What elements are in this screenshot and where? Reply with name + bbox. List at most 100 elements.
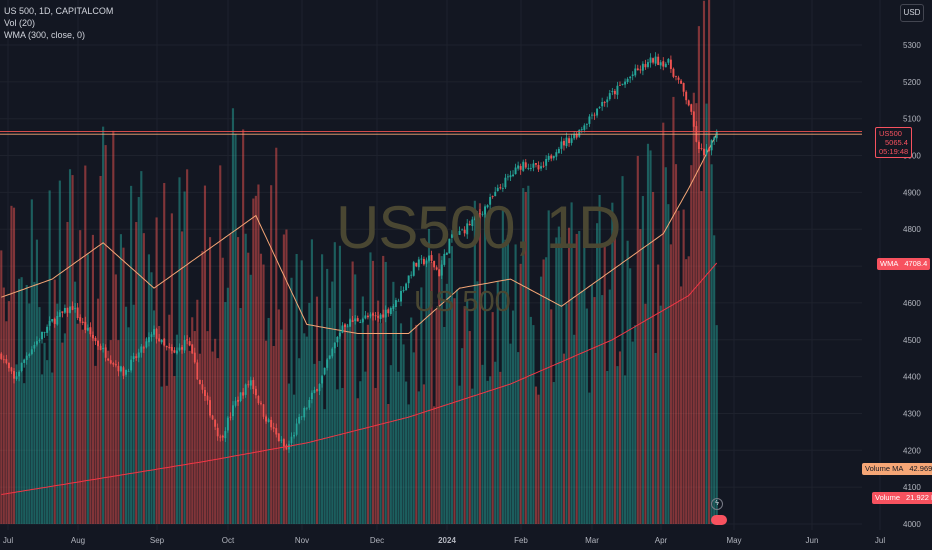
candle-body	[356, 318, 359, 322]
time-tick-label: Dec	[370, 536, 384, 545]
candle-body	[137, 352, 140, 358]
candle-body	[608, 93, 611, 100]
volume-bar	[504, 239, 507, 524]
volume-bar	[142, 233, 145, 525]
candle-body	[540, 166, 543, 169]
volume-bar	[262, 264, 265, 524]
earnings-event-icon[interactable]	[711, 515, 727, 525]
candle-body	[494, 191, 497, 197]
candle-body	[603, 102, 606, 103]
volume-bar	[224, 302, 227, 524]
candle-body	[377, 315, 380, 318]
volume-bar	[150, 272, 153, 524]
volume-bar	[695, 103, 698, 524]
volume-bar	[583, 236, 586, 524]
time-tick-label: Sep	[150, 536, 165, 545]
candle-body	[130, 359, 133, 371]
candle-body	[664, 63, 667, 68]
candle-body	[499, 187, 502, 189]
volume-bar	[96, 298, 100, 524]
candle-body	[471, 219, 474, 227]
volume-bar	[0, 250, 3, 524]
candle-body	[659, 62, 662, 66]
candle-body	[669, 59, 672, 69]
candle-body	[621, 83, 624, 85]
candle-body	[270, 419, 273, 428]
wma-line	[1, 262, 718, 495]
candle-body	[224, 431, 227, 439]
volume-bar	[537, 394, 540, 524]
candle-body	[631, 74, 634, 76]
volume-bar	[211, 351, 214, 524]
flash-icon[interactable]: ϟ	[711, 498, 723, 510]
volume-bar	[433, 406, 436, 524]
candle-body	[300, 416, 303, 418]
legend-symbol[interactable]: US 500, 1D, CAPITALCOM	[4, 6, 114, 16]
legend-wma[interactable]: WMA (300, close, 0)	[4, 30, 86, 40]
candle-body	[28, 354, 31, 356]
volume-bar	[102, 126, 105, 524]
volume-bar	[618, 351, 622, 524]
candle-body	[183, 340, 186, 351]
candle-body	[122, 367, 125, 376]
volume-bar	[603, 243, 606, 525]
candle-body	[198, 379, 201, 385]
candle-body	[641, 63, 644, 71]
price-axis: 5300520051005000490048004700460045004400…	[903, 41, 921, 529]
volume-bar	[236, 237, 240, 524]
volume-bar	[107, 350, 110, 524]
candle-body	[687, 100, 690, 106]
candle-body	[506, 176, 509, 178]
candle-body	[410, 274, 413, 276]
volume-bar	[328, 307, 331, 524]
candle-body	[675, 75, 677, 77]
candle-body	[79, 317, 82, 322]
volume-bar	[674, 164, 678, 524]
volume-bar	[147, 254, 151, 524]
candle-body	[580, 129, 583, 130]
volume-bar	[331, 281, 334, 524]
candle-body	[81, 321, 84, 323]
volume-bar	[522, 188, 525, 524]
candle-body	[476, 214, 479, 216]
candle-body	[20, 362, 23, 371]
candle-body	[435, 267, 438, 270]
volume-bar	[71, 175, 74, 524]
volume-bar	[109, 340, 112, 524]
volume-bar	[478, 203, 482, 524]
legend-volume[interactable]: Vol (20)	[4, 18, 36, 28]
volume-bar	[567, 227, 571, 525]
volume-bar	[387, 403, 390, 524]
volume-bar	[338, 245, 341, 524]
candle-body	[58, 312, 61, 317]
volume-bar	[511, 310, 515, 524]
candle-body	[522, 161, 525, 171]
candle-body	[333, 342, 336, 349]
volume-bar	[290, 277, 293, 524]
candle-body	[575, 133, 578, 138]
volume-bar	[608, 289, 611, 524]
volume-bar	[308, 302, 311, 524]
volume-bar	[527, 185, 530, 525]
volume-bar	[231, 108, 235, 524]
wma-tag-value: 4708.4	[904, 259, 928, 268]
volume-bar	[124, 306, 128, 524]
volume-bar	[10, 205, 13, 525]
candle-body	[155, 328, 158, 339]
volume-bar	[58, 180, 61, 525]
candle-body	[613, 90, 616, 95]
volume-bar	[165, 385, 168, 524]
volume-bar	[132, 304, 135, 524]
candle-body	[636, 68, 639, 71]
volume-bar	[259, 253, 263, 525]
price-tick-label: 4200	[903, 446, 921, 455]
time-axis: Jul Aug Sep Oct Nov Dec 2024 Feb Mar Apr May Jun Jul	[3, 536, 885, 545]
volume-bar	[672, 96, 675, 524]
currency-button[interactable]: USD	[900, 4, 924, 22]
candle-body	[346, 326, 349, 328]
candle-body	[402, 290, 405, 292]
candle-body	[237, 399, 240, 402]
candle-body	[117, 365, 120, 372]
candle-body	[626, 78, 629, 83]
